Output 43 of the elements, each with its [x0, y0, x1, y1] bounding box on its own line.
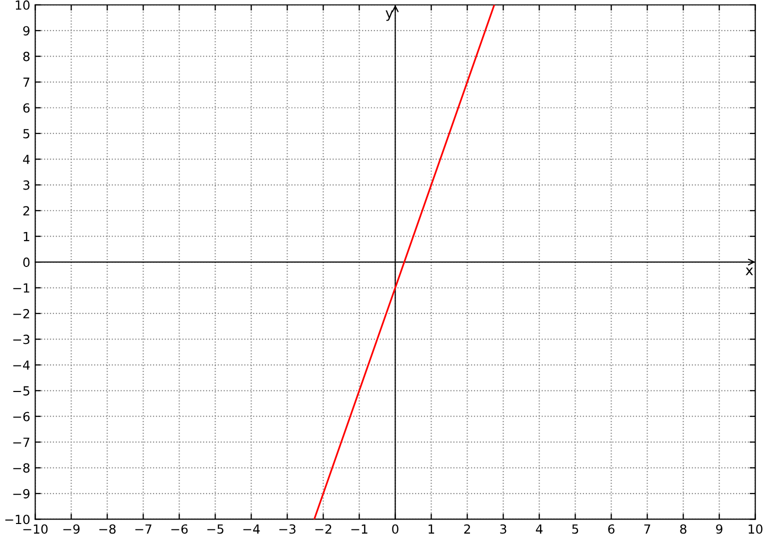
y-tick-label: 5: [23, 129, 30, 138]
y-tick-label: −4: [13, 360, 30, 370]
x-tick-label: −8: [99, 524, 116, 534]
y-tick-label: −5: [13, 386, 30, 396]
x-tick-label: −7: [135, 524, 152, 534]
y-tick-label: −8: [13, 463, 30, 473]
y-tick-label: −3: [13, 334, 30, 344]
y-tick-label: −2: [13, 308, 30, 318]
y-tick-label: −6: [13, 412, 30, 422]
x-tick-label: 10: [748, 524, 762, 534]
y-tick-label: −1: [13, 283, 30, 293]
x-tick-label: 5: [572, 524, 578, 534]
x-tick-label: −4: [243, 524, 260, 534]
x-tick-label: −9: [63, 524, 80, 534]
x-tick-label: 1: [428, 524, 434, 534]
y-tick-label: 4: [23, 154, 30, 164]
y-tick-label: −7: [13, 438, 30, 447]
x-tick-label: 7: [644, 524, 650, 534]
y-tick-label: 3: [23, 180, 30, 190]
y-tick-label: −9: [13, 488, 30, 498]
y-tick-label: 6: [23, 103, 30, 113]
ref-line-label: x: [746, 268, 754, 276]
x-tick-label: −1: [351, 524, 368, 534]
x-tick-label: −3: [279, 524, 296, 534]
x-tick-label: −6: [171, 524, 188, 534]
y-tick-label: 10: [16, 0, 30, 10]
y-tick-label: 9: [23, 26, 30, 36]
y-tick-label: 8: [23, 52, 30, 62]
x-tick-label: 2: [464, 524, 470, 534]
ref-line-label: y: [386, 10, 394, 21]
x-tick-label: 3: [500, 524, 506, 534]
y-tick-label: 0: [23, 258, 30, 267]
x-tick-label: 8: [680, 524, 686, 534]
y-tick-label: 1: [24, 232, 30, 242]
x-tick-label: 9: [716, 524, 722, 534]
y-tick-label: 7: [23, 78, 30, 87]
x-tick-label: 0: [392, 524, 398, 534]
y-tick-label: −10: [5, 514, 30, 524]
x-tick-label: 4: [536, 524, 543, 534]
y-tick-label: 2: [23, 206, 30, 216]
x-tick-label: −2: [315, 524, 332, 534]
x-tick-label: −5: [207, 524, 224, 534]
x-tick-label: 6: [608, 524, 614, 534]
